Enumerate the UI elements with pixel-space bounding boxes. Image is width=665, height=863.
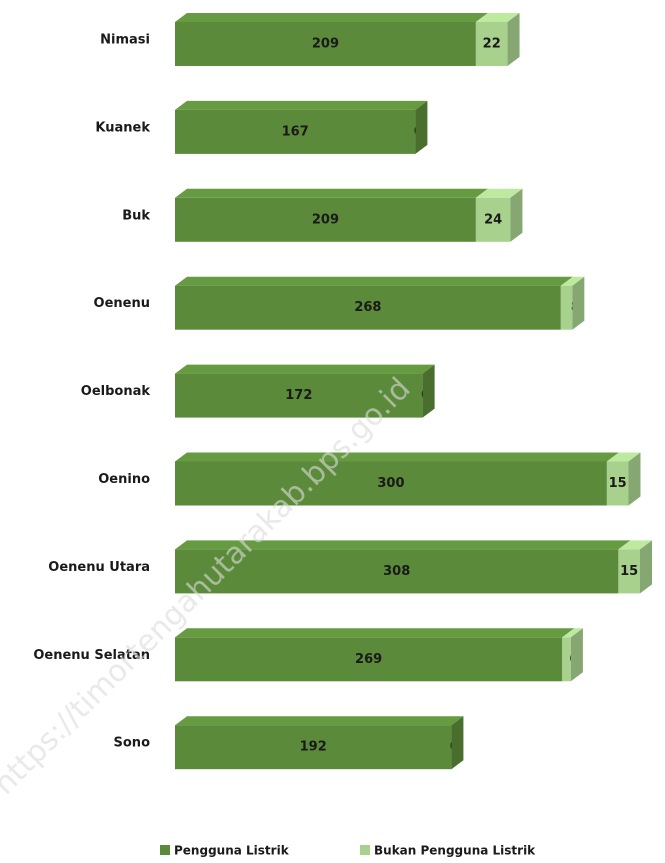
value-label: 269	[355, 652, 382, 667]
value-label: 209	[312, 37, 339, 52]
bar-side	[570, 628, 583, 682]
bar-top	[606, 452, 641, 462]
bar-side	[415, 100, 428, 154]
bar-top	[175, 364, 435, 374]
value-label: 300	[377, 476, 404, 491]
bar-segment	[175, 22, 476, 66]
bar-top	[475, 13, 520, 22]
bar-segment	[175, 637, 563, 682]
bar-segment	[175, 725, 452, 770]
bar-segment	[475, 197, 511, 242]
category-label: Oenenu Utara	[48, 560, 150, 575]
bar-segment	[560, 285, 573, 330]
bar-segment	[475, 22, 508, 66]
bar-segment	[175, 373, 423, 418]
bar-top	[560, 276, 585, 286]
bar-segment	[175, 461, 607, 506]
category-label: Oenino	[98, 472, 150, 487]
value-label: 192	[300, 740, 327, 755]
bar-segment	[606, 461, 629, 506]
category-label: Kuanek	[95, 120, 150, 135]
legend: Pengguna Listrik Bukan Pengguna Listrik	[160, 844, 536, 858]
value-label: 22	[483, 37, 501, 52]
value-label: 15	[609, 476, 627, 491]
bar-top	[618, 540, 652, 550]
category-label: Oelbonak	[81, 384, 151, 399]
value-label: 268	[354, 300, 381, 315]
value-label: 308	[383, 564, 410, 579]
bar-side	[422, 364, 435, 418]
bar-top	[175, 13, 488, 22]
category-label: Oenenu	[94, 296, 150, 311]
bar-top	[175, 100, 428, 110]
bar-segment	[175, 549, 619, 594]
bar-segment	[618, 549, 640, 594]
bar-side	[640, 540, 652, 594]
bar-top	[175, 188, 488, 198]
value-label: 209	[312, 212, 339, 227]
bar-segment	[175, 109, 416, 154]
bar-side	[507, 13, 520, 66]
bar-top	[175, 276, 573, 286]
value-label: 15	[620, 564, 638, 579]
bar-top	[175, 540, 631, 550]
category-label: Oenenu Selatan	[33, 648, 150, 663]
bar-top	[175, 452, 619, 462]
bar-side	[510, 188, 523, 242]
bar-top	[175, 628, 575, 638]
bar-segment	[175, 285, 561, 330]
bar-top	[475, 188, 523, 198]
bar-segment	[562, 637, 571, 682]
legend-swatch	[160, 845, 170, 855]
legend-label: Bukan Pengguna Listrik	[374, 844, 536, 858]
category-label: Nimasi	[100, 33, 150, 48]
bar-side	[572, 276, 585, 330]
bar-top	[562, 628, 583, 638]
legend-swatch	[360, 845, 370, 855]
category-label: Sono	[114, 736, 151, 751]
value-label: 172	[285, 388, 312, 403]
bar-side	[628, 452, 641, 506]
bar-side	[451, 716, 464, 770]
value-label: 24	[484, 212, 502, 227]
bar-top	[175, 716, 464, 726]
bar-segment	[175, 197, 476, 242]
value-label: 167	[282, 124, 309, 139]
legend-label: Pengguna Listrik	[174, 844, 290, 858]
category-label: Buk	[122, 208, 150, 223]
